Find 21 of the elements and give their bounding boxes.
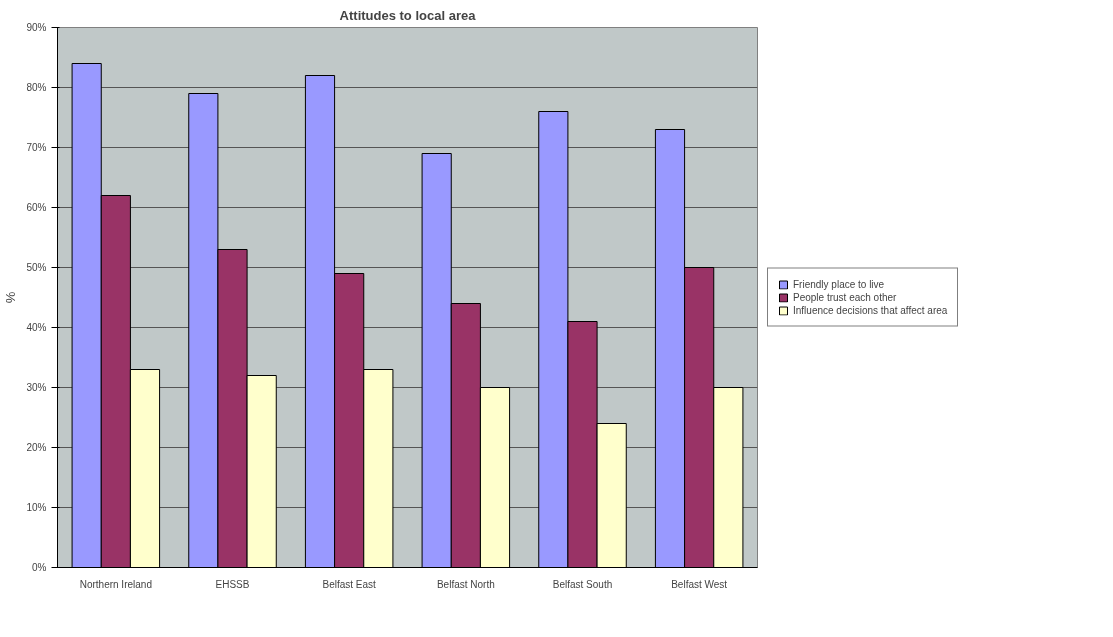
y-tick-label: 90% xyxy=(26,22,47,33)
y-tick-label: 70% xyxy=(26,142,47,153)
y-tick-label: 50% xyxy=(26,262,47,273)
y-tick-label: 40% xyxy=(26,322,47,333)
x-tick-label: Belfast East xyxy=(322,578,377,590)
x-tick-label: Northern Ireland xyxy=(79,578,152,590)
legend-label: People trust each other xyxy=(793,291,897,303)
chart-title: Attitudes to local area xyxy=(339,7,477,23)
y-tick-label: 20% xyxy=(26,442,47,453)
y-tick-label: 0% xyxy=(32,562,47,573)
legend-label: Friendly place to live xyxy=(793,278,885,290)
x-tick-label: Belfast North xyxy=(436,578,495,590)
y-axis-title: % xyxy=(3,291,19,304)
y-tick-label: 30% xyxy=(26,382,47,393)
x-tick-label: EHSSB xyxy=(215,578,250,590)
y-tick-label: 60% xyxy=(26,202,47,213)
y-tick-label: 80% xyxy=(26,82,47,93)
x-tick-label: Belfast South xyxy=(552,578,613,590)
y-tick-label: 10% xyxy=(26,502,47,513)
x-tick-label: Belfast West xyxy=(671,578,728,590)
legend-label: Influence decisions that affect area xyxy=(793,304,948,316)
